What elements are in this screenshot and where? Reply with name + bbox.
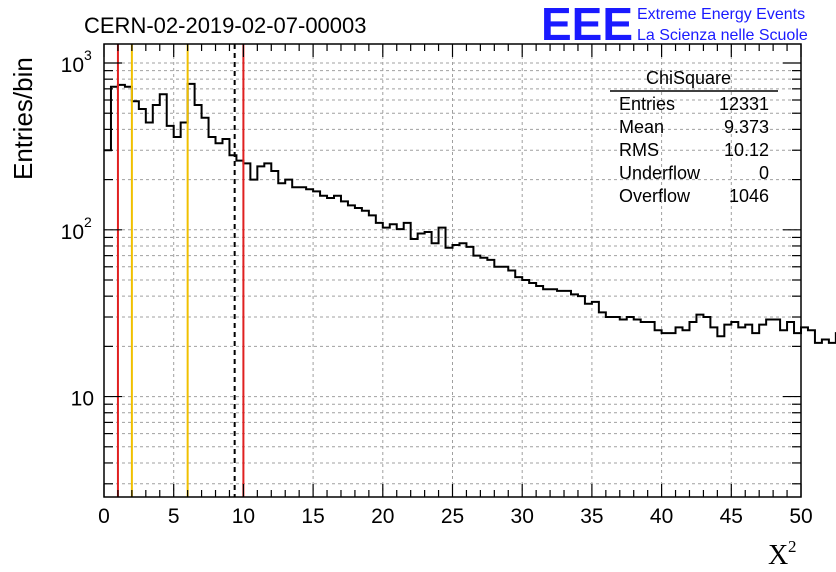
stats-box: ChiSquare Entries 12331 Mean 9.373 RMS 10.12 U… [610, 68, 778, 206]
stats-label: Mean [619, 117, 664, 137]
stats-label: Entries [619, 94, 675, 114]
axis-ticks [103, 44, 802, 497]
x-tick-label: 50 [789, 505, 812, 528]
chart-title: CERN-02-2019-02-07-00003 [84, 13, 367, 38]
stats-label: Underflow [619, 163, 701, 183]
y-tick-label: 10 [71, 388, 94, 411]
stats-title: ChiSquare [646, 68, 731, 88]
x-axis-title-base: X [768, 540, 788, 571]
marker-lines [116, 44, 245, 497]
logo-line-1: Extreme Energy Events [637, 6, 805, 23]
x-tick-label: 35 [580, 505, 603, 528]
stats-value: 12331 [719, 94, 769, 114]
x-tick-label: 5 [168, 505, 180, 528]
x-tick-label: 30 [511, 505, 534, 528]
y-tick-label-base: 10 [61, 221, 84, 244]
x-tick-label: 40 [650, 505, 673, 528]
y-tick-label: 10 3 [61, 47, 92, 77]
y-tick-label-base: 10 [61, 54, 84, 77]
stats-label: RMS [619, 140, 659, 160]
logo-line-2: La Scienza nelle Scuole [637, 27, 808, 44]
stats-value: 9.373 [724, 117, 769, 137]
stats-label: Overflow [619, 186, 691, 206]
x-tick-labels: 0 5 10 15 20 25 30 35 40 45 50 [98, 505, 813, 528]
x-tick-label: 45 [720, 505, 743, 528]
y-tick-label-exponent: 3 [84, 47, 92, 63]
y-tick-label-exponent: 2 [84, 214, 92, 230]
x-tick-label: 20 [371, 505, 394, 528]
x-tick-label: 0 [98, 505, 110, 528]
histogram-series [104, 82, 836, 344]
x-axis-title: X 2 [768, 537, 797, 571]
x-tick-label: 15 [301, 505, 324, 528]
stats-value: 10.12 [724, 140, 769, 160]
stats-value: 0 [759, 163, 769, 183]
y-tick-label: 10 2 [61, 214, 92, 244]
y-axis-title: Entries/bin [8, 57, 38, 180]
grid-lines [104, 44, 801, 497]
x-axis-title-superscript: 2 [788, 537, 797, 556]
logo-eee-mark: EEE [541, 0, 633, 50]
stats-value: 1046 [729, 186, 769, 206]
x-tick-label: 25 [441, 505, 464, 528]
x-tick-label: 10 [232, 505, 255, 528]
eee-logo: EEE Extreme Energy Events La Scienza nel… [541, 0, 808, 50]
